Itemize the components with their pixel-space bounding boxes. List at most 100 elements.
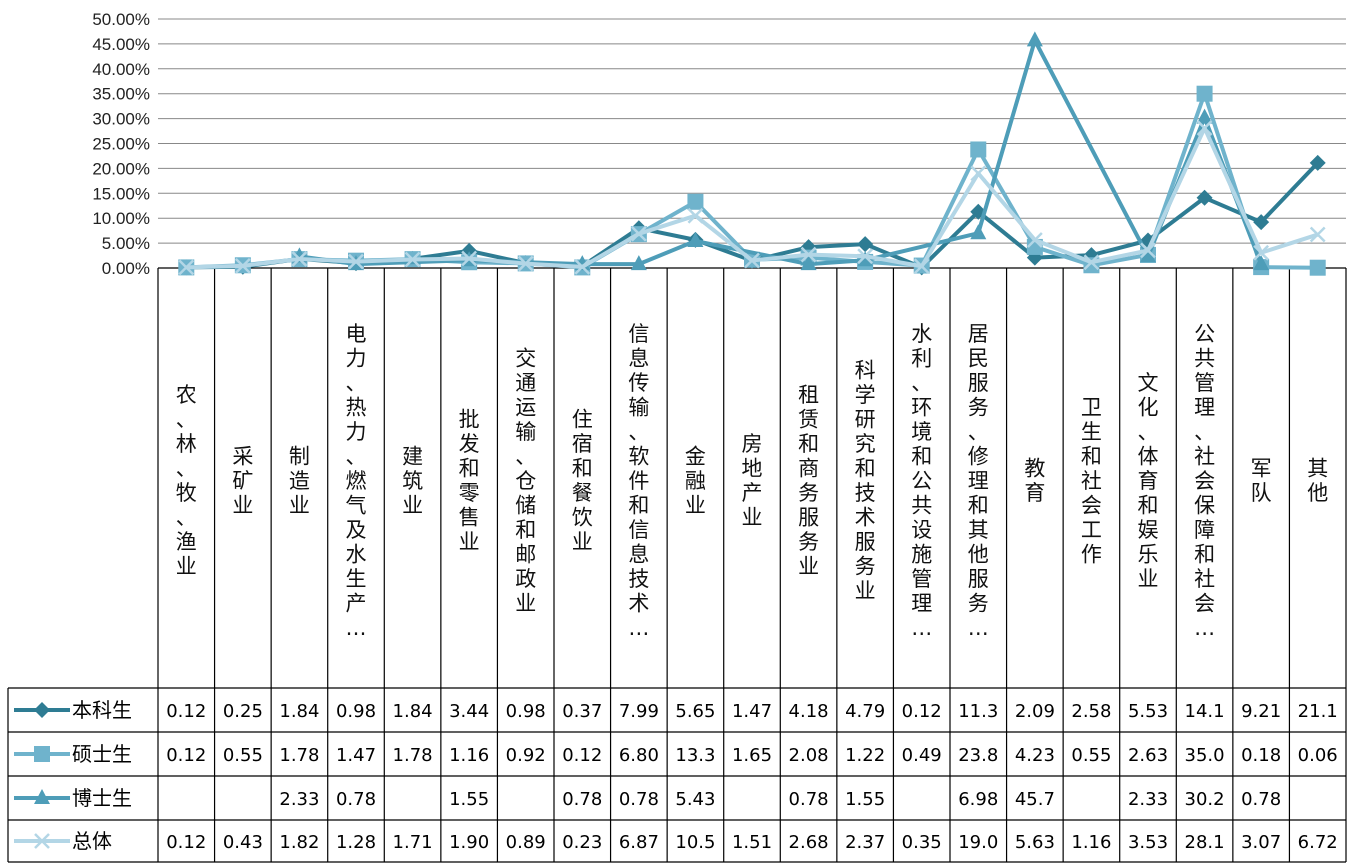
data-label: 0.98 [506,701,546,722]
category-label: 科学研究和技术服务业 [855,359,876,604]
data-label: 0.98 [336,701,376,722]
data-point [348,253,364,270]
data-point [1196,85,1213,102]
data-point [1026,31,1043,47]
data-label: 0.78 [619,789,659,810]
data-label: 0.12 [166,701,206,722]
y-tick-label: 40.00% [92,60,150,79]
y-tick-label: 10.00% [92,209,150,228]
category-label: 居民服务、修理和其他服务… [968,322,989,640]
y-tick-label: 35.00% [92,85,150,104]
y-tick-label: 25.00% [92,135,150,154]
table-frame [7,267,1347,863]
data-label: 6.87 [619,832,659,853]
data-point [461,250,478,267]
y-tick-label: 5.00% [102,234,150,253]
data-label: 7.99 [619,701,659,722]
series-4 [178,120,1326,276]
data-label: 0.37 [562,701,602,722]
data-point [857,248,874,265]
data-label: 1.78 [279,745,319,766]
data-label: 2.08 [789,745,829,766]
data-label: 1.28 [336,832,376,853]
y-tick-label: 30.00% [92,110,150,129]
data-label: 0.55 [223,745,263,766]
data-label: 19.0 [958,832,998,853]
data-point [1196,189,1213,206]
data-point [1309,226,1326,243]
data-label: 4.79 [845,701,885,722]
data-label: 1.16 [449,745,489,766]
data-point [574,258,591,275]
data-point [178,259,195,276]
data-label: 5.65 [675,701,715,722]
data-label: 14.1 [1185,701,1225,722]
data-label: 28.1 [1185,832,1225,853]
data-label: 1.82 [279,832,319,853]
data-label: 1.22 [845,745,885,766]
data-point [1309,259,1326,276]
data-label: 10.5 [675,832,715,853]
data-label: 3.53 [1128,832,1168,853]
category-label: 水利、环境和公共设施管理… [911,322,932,640]
data-label: 35.0 [1185,745,1225,766]
data-point [630,255,647,271]
legend-key [14,746,70,762]
data-label: 1.65 [732,745,772,766]
data-point [630,225,647,242]
data-label: 0.92 [506,745,546,766]
category-label: 制造业 [289,444,310,517]
series-name: 博士生 [72,786,132,810]
category-label: 批发和零售业 [459,408,480,555]
category-label: 房地产业 [742,432,763,530]
data-point [1196,108,1213,124]
data-label: 2.33 [279,789,319,810]
data-label: 1.71 [393,832,433,853]
legend-key [14,702,70,718]
y-tick-label: 0.00% [102,259,150,278]
category-label: 交通运输、仓储和邮政业 [515,346,536,615]
data-point [970,224,987,240]
data-point [404,251,421,268]
data-label: 1.47 [336,745,376,766]
data-label: 6.98 [958,789,998,810]
legend-key [14,833,70,849]
data-point [1140,242,1156,259]
data-point [1140,247,1156,263]
data-label: 2.58 [1071,701,1111,722]
data-label: 3.07 [1241,832,1281,853]
category-label: 公共管理、社会保障和社会… [1194,322,1215,640]
data-label: 1.84 [393,701,433,722]
data-point [1253,244,1270,261]
data-label: 6.80 [619,745,659,766]
data-label: 0.23 [562,832,602,853]
series-3 [291,31,1270,271]
series-name: 本科生 [72,698,132,722]
data-point [1253,255,1270,271]
category-label: 采矿业 [232,444,253,517]
data-label: 0.12 [166,745,206,766]
data-point [800,255,817,271]
data-label: 0.89 [506,832,546,853]
data-point [687,207,704,224]
category-label: 信息传输、软件和信息技术… [628,322,649,640]
data-label: 2.33 [1128,789,1168,810]
data-label: 30.2 [1185,789,1225,810]
y-tick-label: 45.00% [92,35,150,54]
category-label: 租赁和商务服务业 [798,383,819,579]
data-label: 0.78 [1241,789,1281,810]
data-label: 9.21 [1241,701,1281,722]
data-label: 2.63 [1128,745,1168,766]
data-point [857,236,874,253]
data-point [1083,254,1100,271]
data-label: 45.7 [1015,789,1055,810]
y-tick-label: 15.00% [92,184,150,203]
data-label: 1.90 [449,832,489,853]
data-table: 本科生 0.12 0.25 1.84 0.98 1.84 3.44 0.98 0.37 7.99 5… [14,698,1338,853]
category-label: 电力、热力、燃气及水生产… [346,322,367,640]
data-point [1253,214,1270,231]
y-axis-ticks: 0.00% 5.00% 10.00% 15.00% 20.00% 25.00% 30.00%… [92,10,150,278]
data-label: 3.44 [449,701,489,722]
data-label: 1.84 [279,701,319,722]
